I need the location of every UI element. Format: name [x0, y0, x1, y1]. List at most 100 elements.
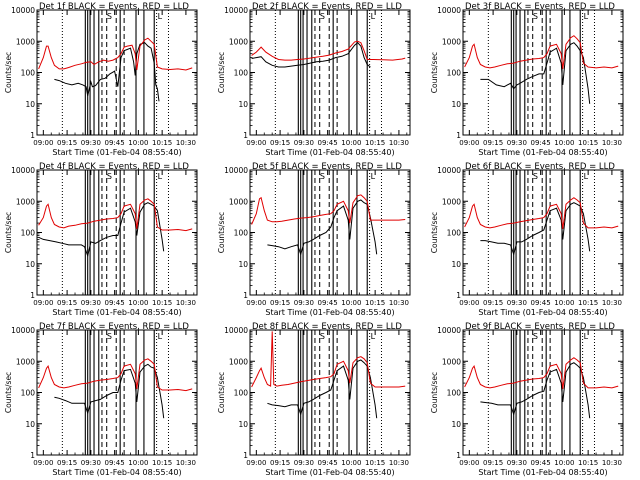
- y-tick-label: 1000: [229, 357, 248, 366]
- x-tick-label: 10:00: [341, 299, 361, 307]
- x-tick-label: 10:30: [602, 139, 622, 147]
- plot-frame: [463, 170, 623, 295]
- y-tick-label: 10: [451, 100, 461, 109]
- lld-series-line: [465, 358, 619, 389]
- x-tick-label: 10:00: [341, 459, 361, 467]
- y-tick-label: 10: [451, 420, 461, 429]
- x-tick-label: 09:15: [270, 299, 290, 307]
- y-tick-label: 100: [21, 389, 36, 398]
- detector-panel-grid: Det 1f BLACK = Events, RED = LLDS L110100…: [0, 0, 640, 480]
- events-series-line: [480, 203, 589, 255]
- y-tick-label: 1000: [442, 197, 461, 206]
- y-tick-label: 10: [25, 100, 35, 109]
- y-tick-label: 10000: [224, 166, 248, 175]
- y-tick-label: 10000: [11, 166, 35, 175]
- x-tick-label: 09:45: [318, 299, 338, 307]
- x-tick-label: 09:45: [318, 139, 338, 147]
- x-axis-label: Start Time (01-Feb-04 08:55:40): [265, 148, 394, 157]
- y-axis-label: Counts/sec: [217, 212, 226, 253]
- x-tick-label: 09:00: [33, 459, 53, 467]
- events-series-line: [480, 43, 589, 104]
- y-axis-label: Counts/sec: [4, 212, 13, 253]
- x-tick-label: 09:15: [483, 299, 503, 307]
- lld-series-line: [39, 38, 193, 70]
- x-tick-label: 09:30: [81, 139, 101, 147]
- y-tick-label: 10: [238, 420, 248, 429]
- plot-frame: [250, 330, 410, 455]
- x-tick-label: 10:30: [602, 299, 622, 307]
- x-tick-label: 09:15: [270, 139, 290, 147]
- y-tick-label: 100: [21, 229, 36, 238]
- x-tick-label: 10:30: [176, 139, 196, 147]
- event-marker-label: S: [533, 172, 538, 181]
- lld-series-line: [465, 198, 619, 229]
- y-tick-label: 10000: [11, 326, 35, 335]
- y-tick-label: 100: [21, 69, 36, 78]
- x-axis-label: Start Time (01-Feb-04 08:55:40): [52, 468, 181, 477]
- x-tick-label: 09:30: [294, 139, 314, 147]
- x-tick-label: 10:15: [152, 459, 172, 467]
- plot-frame: [463, 330, 623, 455]
- event-marker-label: S: [107, 12, 112, 21]
- lld-series-line: [39, 199, 193, 231]
- y-tick-label: 1000: [229, 197, 248, 206]
- events-series-line: [39, 203, 164, 256]
- x-tick-label: 10:30: [176, 459, 196, 467]
- y-tick-label: 1000: [442, 357, 461, 366]
- y-tick-label: 1000: [16, 357, 35, 366]
- detector-panel-9: Det 9f BLACK = Events, RED = LLDS L110100…: [430, 322, 623, 477]
- x-tick-label: 10:15: [152, 299, 172, 307]
- x-tick-label: 10:15: [365, 459, 385, 467]
- y-tick-label: 10: [25, 260, 35, 269]
- lld-series-line: [252, 331, 406, 387]
- y-axis-label: Counts/sec: [430, 372, 439, 413]
- x-tick-label: 09:00: [459, 299, 479, 307]
- y-tick-label: 100: [234, 229, 249, 238]
- plot-frame: [37, 10, 197, 135]
- x-tick-label: 09:00: [246, 459, 266, 467]
- x-axis-label: Start Time (01-Feb-04 08:55:40): [478, 468, 607, 477]
- x-tick-label: 09:00: [33, 139, 53, 147]
- x-tick-label: 09:00: [246, 139, 266, 147]
- y-tick-label: 10: [451, 260, 461, 269]
- y-axis-label: Counts/sec: [430, 212, 439, 253]
- x-tick-label: 09:45: [531, 139, 551, 147]
- y-tick-label: 100: [447, 389, 462, 398]
- event-marker-label: S: [107, 172, 112, 181]
- event-marker-label: S: [107, 332, 112, 341]
- x-tick-label: 10:30: [389, 139, 409, 147]
- plot-frame: [463, 10, 623, 135]
- lld-series-line: [39, 359, 193, 391]
- x-tick-label: 09:30: [81, 459, 101, 467]
- x-axis-label: Start Time (01-Feb-04 08:55:40): [52, 308, 181, 317]
- plot-frame: [250, 170, 410, 295]
- x-tick-label: 09:30: [81, 299, 101, 307]
- x-tick-label: 10:00: [554, 459, 574, 467]
- event-marker-label: S: [533, 12, 538, 21]
- x-tick-label: 09:45: [105, 459, 125, 467]
- x-axis-label: Start Time (01-Feb-04 08:55:40): [265, 308, 394, 317]
- y-tick-label: 100: [234, 69, 249, 78]
- lld-series-line: [465, 36, 619, 69]
- x-tick-label: 09:45: [105, 299, 125, 307]
- x-tick-label: 09:15: [57, 139, 77, 147]
- x-tick-label: 10:00: [128, 139, 148, 147]
- x-tick-label: 09:15: [57, 299, 77, 307]
- x-tick-label: 10:15: [578, 139, 598, 147]
- plot-frame: [250, 10, 410, 135]
- x-tick-label: 09:30: [294, 299, 314, 307]
- y-tick-label: 10000: [224, 326, 248, 335]
- events-series-line: [267, 200, 376, 254]
- x-tick-label: 09:30: [507, 299, 527, 307]
- x-tick-label: 09:30: [507, 459, 527, 467]
- y-axis-label: Counts/sec: [430, 52, 439, 93]
- y-tick-label: 10: [238, 260, 248, 269]
- x-tick-label: 10:00: [128, 459, 148, 467]
- x-tick-label: 10:30: [176, 299, 196, 307]
- y-axis-label: Counts/sec: [4, 372, 13, 413]
- x-tick-label: 09:00: [459, 459, 479, 467]
- y-axis-label: Counts/sec: [4, 52, 13, 93]
